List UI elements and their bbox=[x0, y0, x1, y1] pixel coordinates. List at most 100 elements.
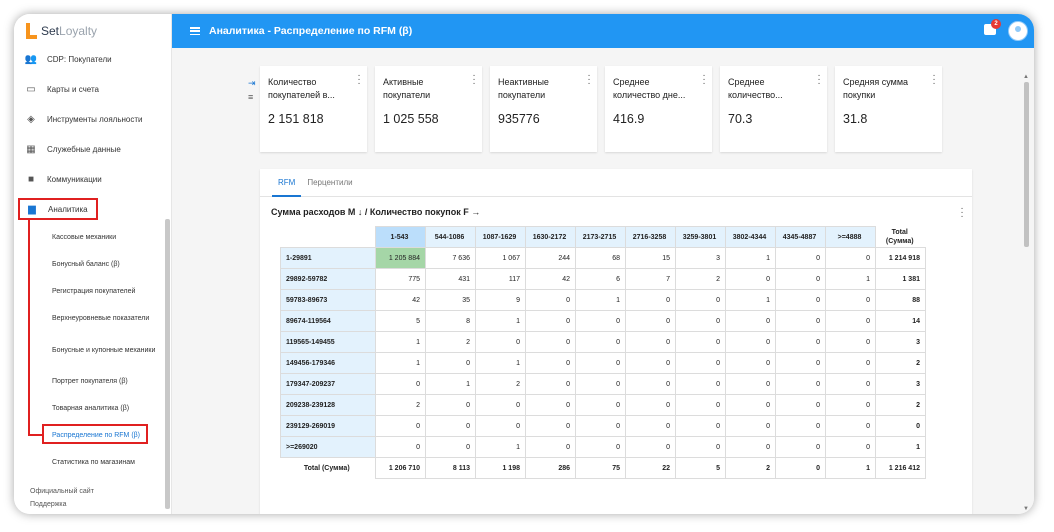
table-cell: 0 bbox=[425, 394, 476, 416]
scroll-down-icon[interactable]: ▼ bbox=[1023, 506, 1029, 512]
scroll-thumb[interactable] bbox=[1024, 82, 1029, 247]
table-cell: 2 bbox=[425, 331, 476, 353]
table-cell: 1 bbox=[825, 268, 876, 290]
tab-rfm[interactable]: RFM bbox=[272, 169, 302, 197]
table-cell: 68 bbox=[575, 247, 626, 269]
table-cell: 42 bbox=[375, 289, 426, 311]
sidebar-item-cdp[interactable]: 👥 CDP: Покупатели bbox=[14, 44, 172, 74]
kpi-card-value: 935776 bbox=[498, 112, 540, 126]
filter-icon[interactable]: ≡ bbox=[248, 92, 254, 102]
table-cell: 0 bbox=[775, 373, 826, 395]
column-total: 1 206 710 bbox=[375, 457, 426, 479]
menu-icon[interactable] bbox=[190, 27, 200, 35]
sidebar-item-loyalty-tools[interactable]: ◈ Инструменты лояльности bbox=[14, 104, 172, 134]
table-cell: 0 bbox=[475, 394, 526, 416]
app-window: SetLoyalty 👥 CDP: Покупатели ▭ Карты и с… bbox=[14, 14, 1034, 514]
table-cell: 0 bbox=[675, 289, 726, 311]
table-cell: 0 bbox=[725, 436, 776, 458]
table-row: >=269020 0 0 1 0 0 0 0 0 0 0 1 bbox=[280, 436, 926, 458]
more-vert-icon[interactable]: · · · bbox=[817, 70, 821, 89]
submenu-item-buyer-portrait[interactable]: Портрет покупателя (β) bbox=[52, 378, 128, 385]
sidebar-item-label: Коммуникации bbox=[47, 174, 102, 184]
submenu-item-registration[interactable]: Регистрация покупателей bbox=[52, 288, 136, 295]
more-vert-icon[interactable]: · · · bbox=[472, 70, 476, 89]
grand-total: 1 216 412 bbox=[875, 457, 926, 479]
more-vert-icon[interactable]: · · · bbox=[932, 70, 936, 89]
column-total: 8 113 bbox=[425, 457, 476, 479]
more-vert-icon[interactable]: · · · bbox=[702, 70, 706, 89]
sidebar-item-label: Аналитика bbox=[48, 204, 88, 214]
tag-icon: ◈ bbox=[27, 113, 35, 125]
table-cell: 0 bbox=[825, 394, 876, 416]
notifications-icon[interactable] bbox=[984, 24, 996, 35]
submenu-item-top-level[interactable]: Верхнеуровневые показатели bbox=[52, 315, 150, 322]
kpi-card-value: 1 025 558 bbox=[383, 112, 439, 126]
table-row: 119565-149455 1 2 0 0 0 0 0 0 0 0 3 bbox=[280, 331, 926, 353]
kpi-card: Средняя сумма покупки · · · 31.8 bbox=[835, 66, 942, 152]
kpi-card-value: 31.8 bbox=[843, 112, 868, 126]
logo[interactable]: SetLoyalty bbox=[26, 20, 97, 42]
table-row: 29892-59782 775 431 117 42 6 7 2 0 0 1 1 381 bbox=[280, 268, 926, 290]
table-cell: 0 bbox=[525, 394, 576, 416]
scroll-up-icon[interactable]: ▲ bbox=[1023, 74, 1029, 80]
submenu-item-bonus-coupon[interactable]: Бонусные и купонные механики bbox=[52, 346, 156, 354]
table-cell: 0 bbox=[775, 331, 826, 353]
submenu-item-cash-mechanics[interactable]: Кассовые механики bbox=[52, 234, 117, 241]
kpi-card: Неактивные покупатели · · · 935776 bbox=[490, 66, 597, 152]
sidebar-item-service-data[interactable]: ▦ Служебные данные bbox=[14, 134, 172, 164]
notification-badge: 2 bbox=[991, 19, 1001, 29]
footer-link-support[interactable]: Поддержка bbox=[30, 501, 67, 508]
table-cell: 0 bbox=[575, 394, 626, 416]
more-vert-icon[interactable]: · · · bbox=[587, 70, 591, 89]
table-cell: 0 bbox=[375, 373, 426, 395]
footer-link-site[interactable]: Официальный сайт bbox=[30, 488, 94, 495]
column-total: 0 bbox=[775, 457, 826, 479]
column-header: 544-1086 bbox=[425, 226, 476, 248]
sidebar-item-cards[interactable]: ▭ Карты и счета bbox=[14, 74, 172, 104]
table-cell: 1 067 bbox=[475, 247, 526, 269]
submenu-item-rfm[interactable]: Распределение по RFM (β) bbox=[52, 432, 141, 439]
more-vert-icon[interactable]: · · · bbox=[357, 70, 361, 89]
card-icon: ▭ bbox=[26, 83, 36, 95]
sidebar-scrollbar[interactable] bbox=[165, 219, 170, 509]
table-cell: 1 bbox=[575, 289, 626, 311]
column-total: 75 bbox=[575, 457, 626, 479]
submenu-item-product-analytics[interactable]: Товарная аналитика (β) bbox=[52, 405, 130, 412]
table-cell: 0 bbox=[675, 373, 726, 395]
row-total: 14 bbox=[875, 310, 926, 332]
main-scrollbar[interactable]: ▲ bbox=[1023, 74, 1030, 247]
main-content: ⇥ ≡ Количество покупателей в... · · · 2 15… bbox=[172, 48, 1034, 514]
more-vert-icon[interactable]: · · · bbox=[960, 203, 964, 222]
analytics-submenu: Кассовые механики Бонусный баланс (β) Ре… bbox=[14, 224, 172, 476]
submenu-item-store-stats[interactable]: Статистика по магазинам bbox=[52, 459, 135, 466]
row-total: 2 bbox=[875, 352, 926, 374]
sidebar-item-communications[interactable]: ■ Коммуникации bbox=[14, 164, 172, 194]
kpi-card-title: Среднее количество... bbox=[728, 77, 783, 100]
table-row: 1-29891 1 205 884 7 636 1 067 244 68 15 3 1 0 0 1 2… bbox=[280, 247, 926, 269]
sidebar-item-label: Карты и счета bbox=[47, 84, 99, 94]
table-corner bbox=[280, 226, 376, 248]
column-header: 2173-2715 bbox=[575, 226, 626, 248]
row-header: 119565-149455 bbox=[280, 331, 376, 353]
row-header: 29892-59782 bbox=[280, 268, 376, 290]
table-cell: 0 bbox=[675, 415, 726, 437]
row-total: 0 bbox=[875, 415, 926, 437]
avatar[interactable] bbox=[1008, 21, 1028, 41]
table-cell: 0 bbox=[675, 394, 726, 416]
table-cell: 0 bbox=[525, 331, 576, 353]
sidebar-item-label: Инструменты лояльности bbox=[47, 114, 143, 124]
row-total: 1 bbox=[875, 436, 926, 458]
submenu-item-bonus-balance[interactable]: Бонусный баланс (β) bbox=[52, 261, 120, 268]
tab-percentiles[interactable]: Перцентили bbox=[307, 178, 353, 187]
column-total: 1 198 bbox=[475, 457, 526, 479]
card-tools: ⇥ ≡ bbox=[248, 76, 258, 104]
table-cell: 5 bbox=[375, 310, 426, 332]
row-total: 2 bbox=[875, 394, 926, 416]
collapse-icon[interactable]: ⇥ bbox=[248, 78, 256, 88]
sidebar-item-analytics[interactable]: ▆ Аналитика bbox=[18, 198, 98, 220]
table-cell: 2 bbox=[375, 394, 426, 416]
table-cell: 0 bbox=[625, 394, 676, 416]
table-cell: 1 bbox=[375, 352, 426, 374]
row-header: 209238-239128 bbox=[280, 394, 376, 416]
kpi-card-value: 2 151 818 bbox=[268, 112, 324, 126]
